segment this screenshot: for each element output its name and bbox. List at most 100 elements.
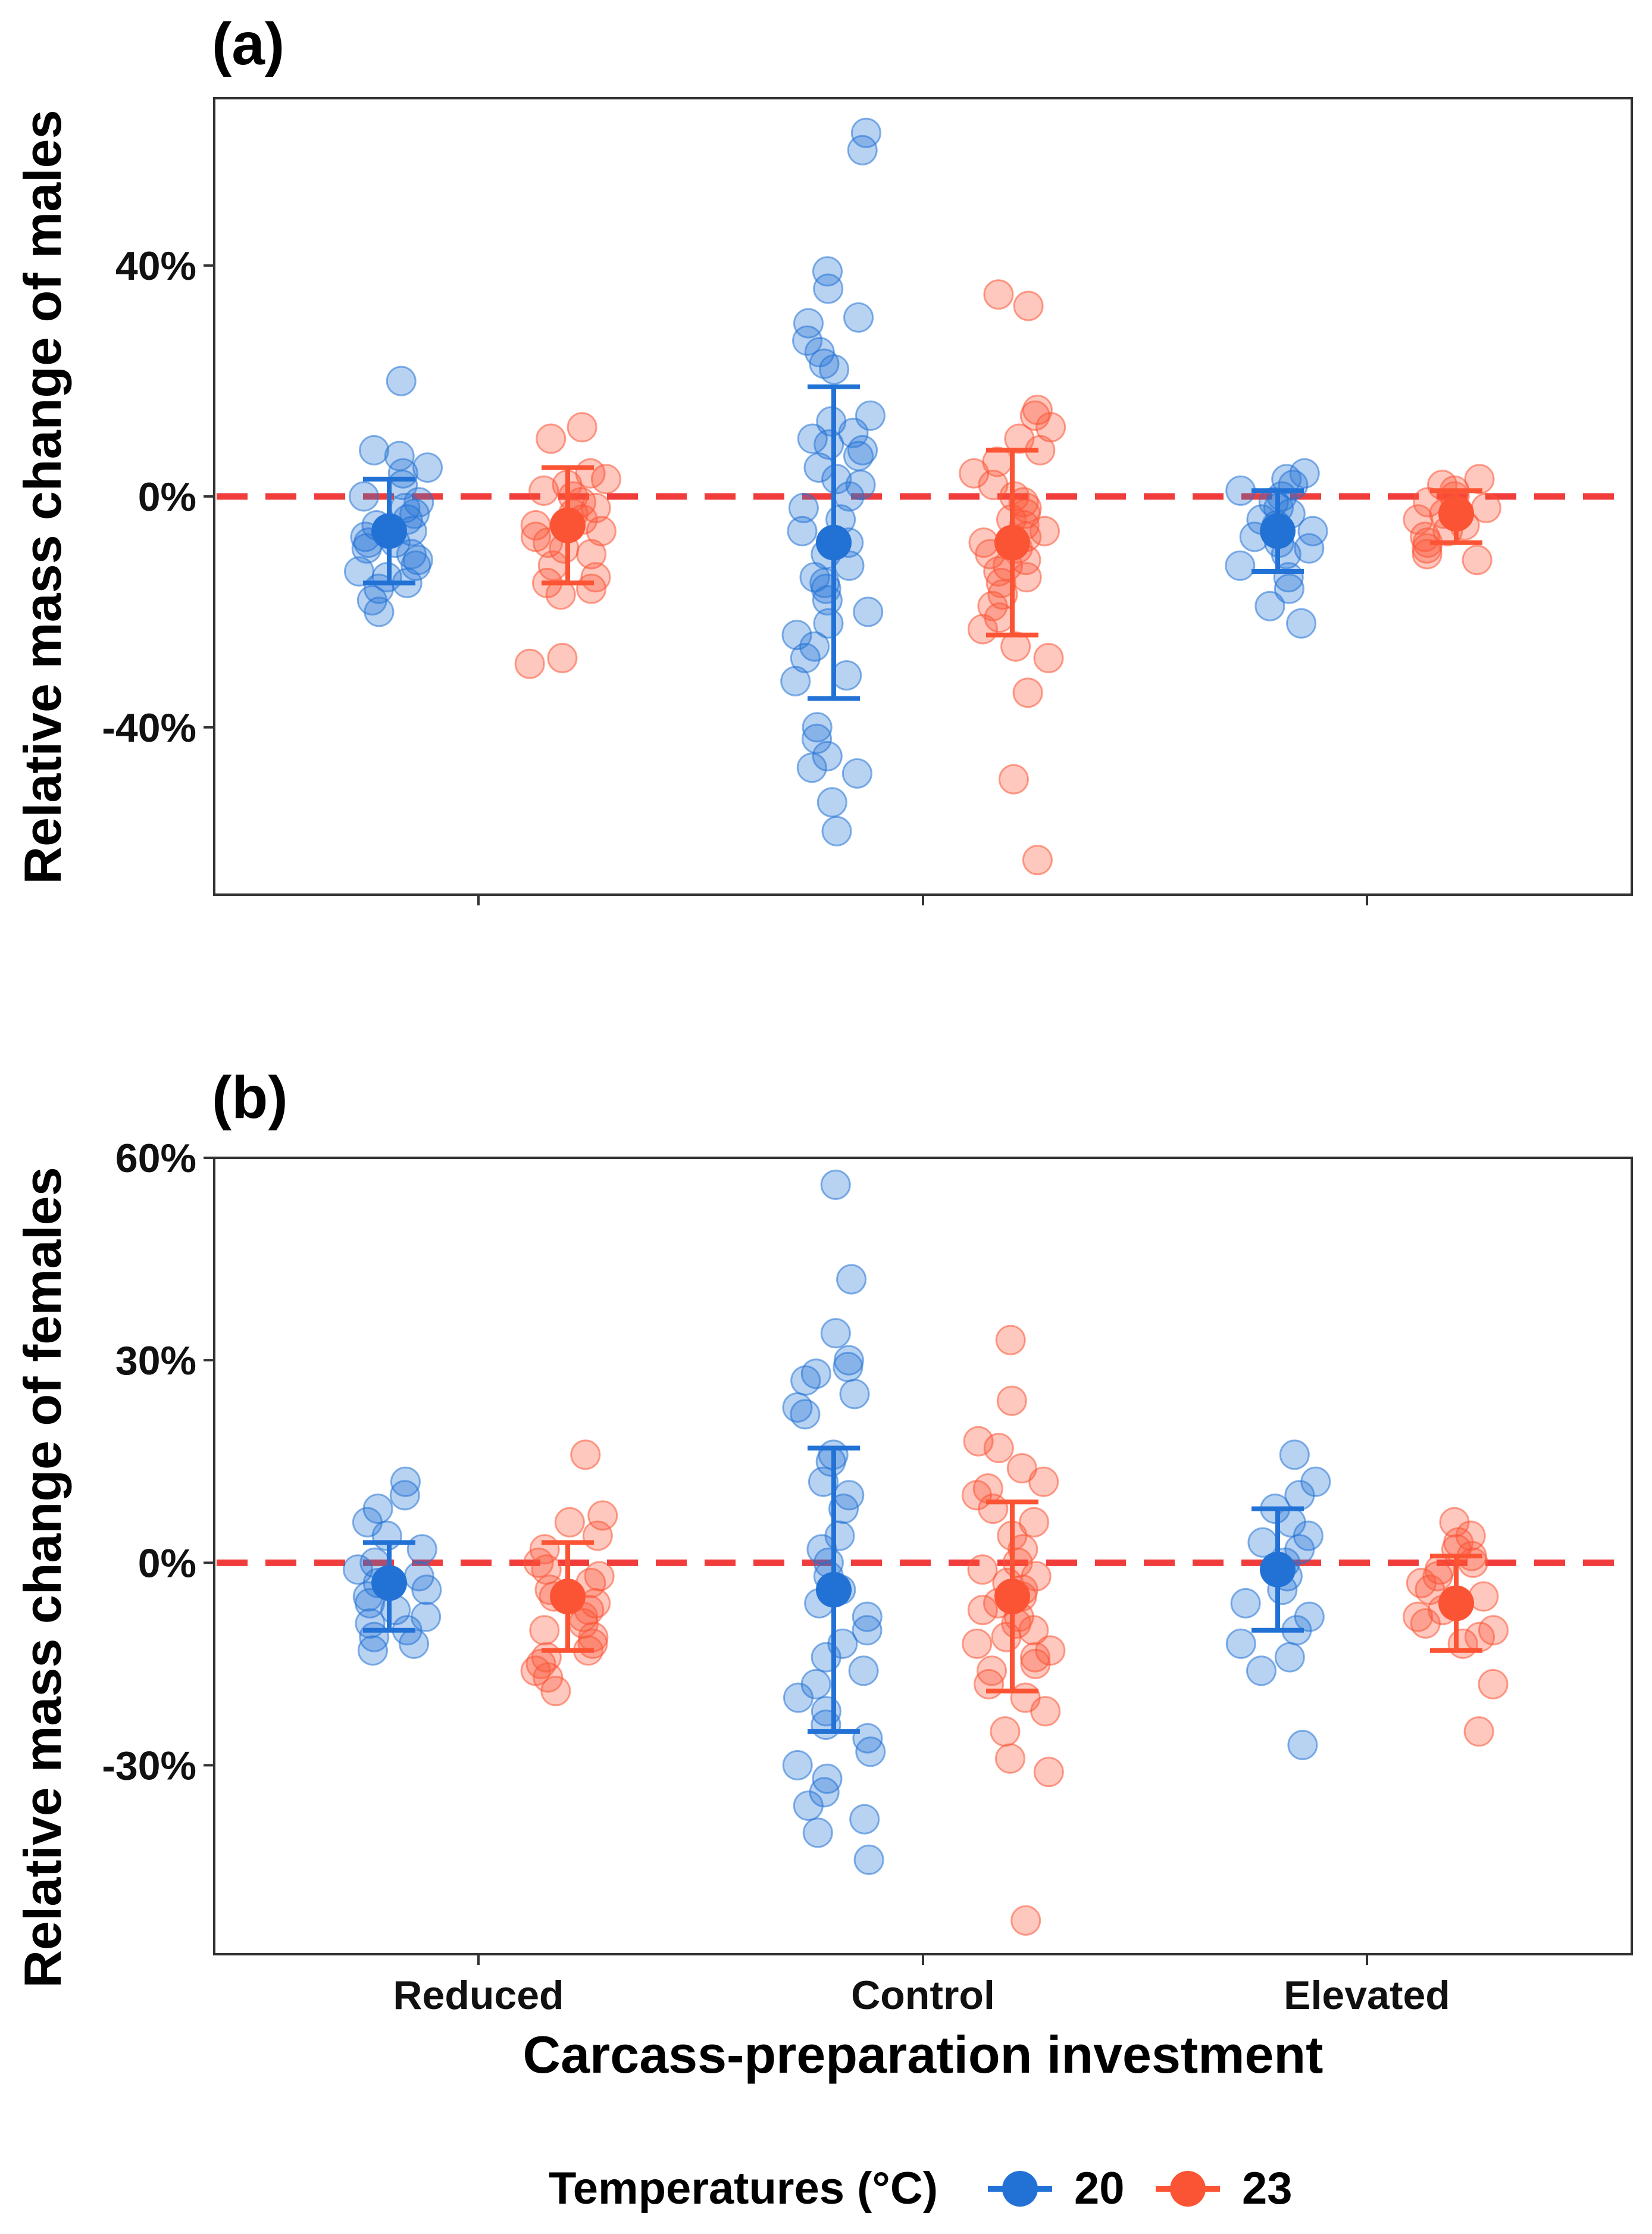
data-point-20 — [849, 1804, 880, 1835]
data-point-20 — [843, 302, 874, 333]
data-point-20 — [1286, 608, 1317, 639]
data-point-23 — [1022, 845, 1053, 876]
mean-marker-20 — [371, 513, 407, 549]
x-category-label: Elevated — [1284, 1973, 1450, 2018]
data-point-23 — [998, 764, 1029, 795]
legend-entry-23: 23 — [1156, 2163, 1293, 2214]
data-point-23 — [1403, 504, 1434, 535]
data-point-20 — [401, 550, 431, 581]
data-point-23 — [1033, 643, 1064, 673]
data-point-23 — [974, 1669, 1005, 1699]
data-point-20 — [1287, 1730, 1318, 1760]
data-point-20 — [833, 1352, 863, 1382]
data-point-20 — [1274, 573, 1304, 604]
data-point-20 — [1289, 458, 1320, 489]
data-point-20 — [1254, 590, 1285, 621]
data-point-20 — [809, 348, 840, 379]
data-point-20 — [813, 273, 844, 304]
data-point-20 — [1225, 1628, 1256, 1659]
panel-b-label: (b) — [212, 1064, 288, 1131]
data-point-23 — [995, 1743, 1025, 1774]
data-point-23 — [540, 1676, 571, 1707]
mean-marker-20 — [371, 1565, 407, 1601]
legend-marker-20 — [1002, 2171, 1038, 2207]
mean-marker-23 — [550, 507, 586, 543]
data-point-20 — [802, 712, 833, 743]
data-point-23 — [1033, 1757, 1064, 1788]
data-point-23 — [570, 1439, 601, 1470]
data-point-20 — [836, 1264, 867, 1295]
data-point-20 — [386, 365, 417, 396]
data-point-20 — [364, 596, 395, 627]
panel-b-ylabel: Relative mass change of females — [13, 1167, 72, 1988]
data-point-23 — [1019, 400, 1050, 431]
data-point-20 — [812, 256, 843, 287]
data-point-20 — [790, 1399, 821, 1430]
legend-marker-23 — [1170, 2171, 1206, 2207]
data-point-20 — [781, 620, 812, 651]
data-point-20 — [411, 1574, 442, 1605]
x-category-label: Reduced — [393, 1973, 564, 2018]
data-point-23 — [587, 1500, 618, 1531]
data-point-20 — [812, 740, 843, 771]
data-point-20 — [847, 435, 878, 465]
data-point-23 — [1029, 515, 1060, 546]
data-point-23 — [1030, 1696, 1061, 1727]
data-point-23 — [991, 1621, 1022, 1652]
data-point-23 — [590, 464, 621, 495]
data-point-23 — [1000, 631, 1031, 662]
data-point-20 — [793, 1791, 824, 1821]
data-point-23 — [963, 1426, 994, 1457]
data-point-23 — [1462, 545, 1493, 576]
data-point-23 — [967, 1595, 998, 1626]
data-point-20 — [793, 308, 824, 339]
data-point-20 — [816, 787, 847, 818]
data-point-20 — [828, 1494, 859, 1524]
data-point-23 — [1028, 1466, 1059, 1497]
data-point-23 — [580, 492, 611, 523]
data-point-20 — [357, 1635, 388, 1666]
data-point-20 — [802, 1817, 833, 1848]
data-point-20 — [1246, 1655, 1276, 1686]
legend-title: Temperatures (°C) — [549, 2163, 938, 2214]
data-point-23 — [1013, 290, 1044, 321]
mean-marker-20 — [1260, 1551, 1296, 1588]
y-tick-label: 0% — [138, 474, 196, 520]
data-point-23 — [529, 1615, 560, 1646]
data-point-23 — [514, 648, 545, 679]
data-point-20 — [797, 423, 828, 454]
data-point-20 — [808, 1466, 838, 1497]
data-point-23 — [545, 579, 576, 610]
mean-marker-23 — [994, 524, 1030, 561]
x-axis-title: Carcass-preparation investment — [523, 2025, 1324, 2084]
data-point-20 — [838, 417, 869, 448]
data-point-23 — [1011, 562, 1042, 593]
data-point-20 — [783, 1682, 814, 1713]
data-point-23 — [586, 515, 617, 546]
mean-marker-23 — [550, 1579, 586, 1615]
data-point-20 — [831, 660, 862, 691]
legend: Temperatures (°C) 20 23 — [549, 2163, 1293, 2214]
data-point-20 — [1294, 533, 1325, 564]
data-point-20 — [349, 481, 379, 512]
data-point-20 — [399, 1628, 429, 1659]
x-axis-categories: Reduced Control Elevated — [393, 1973, 1450, 2018]
data-point-20 — [780, 665, 811, 696]
panel-b-plot: -30% 0% 30% 60% — [102, 1136, 1633, 1965]
data-point-20 — [802, 723, 832, 754]
x-category-label: Control — [851, 1973, 995, 2018]
data-point-20 — [839, 1379, 870, 1410]
data-point-20 — [853, 1844, 884, 1875]
data-point-23 — [1463, 1716, 1494, 1747]
data-point-20 — [841, 758, 872, 789]
data-point-20 — [389, 1480, 420, 1511]
data-point-20 — [821, 816, 852, 846]
data-point-23 — [967, 1554, 998, 1585]
data-point-20 — [351, 533, 382, 564]
mean-marker-20 — [816, 1571, 852, 1608]
panel-a: (a) Relative mass change of males -40% 0%… — [13, 11, 1633, 905]
data-point-20 — [845, 470, 876, 501]
data-point-23 — [1457, 1547, 1488, 1578]
y-tick-label: 30% — [115, 1338, 196, 1383]
